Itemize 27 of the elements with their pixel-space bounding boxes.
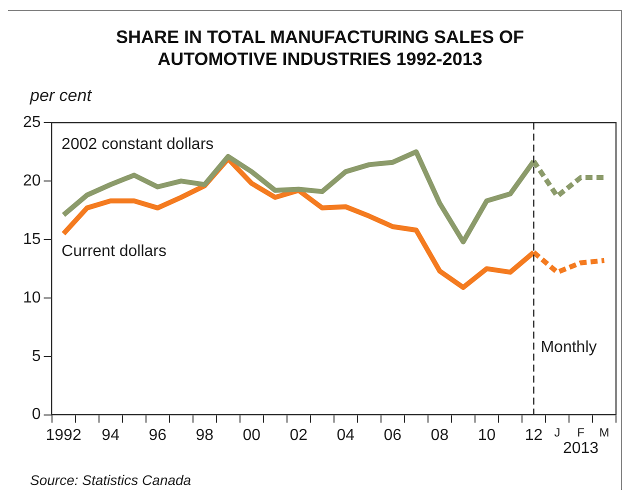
y-tick-label: 15 xyxy=(23,230,41,248)
x-tick-label: 98 xyxy=(196,426,214,444)
x-tick-label: 06 xyxy=(384,426,402,444)
y-tick-label: 5 xyxy=(32,348,41,365)
text: 2013 xyxy=(562,440,599,458)
x-tick-label: 02 xyxy=(290,426,308,444)
x-tick-label: 94 xyxy=(102,426,120,444)
x-tick-label: 96 xyxy=(148,426,167,444)
x-tick-label: M xyxy=(599,425,610,440)
x-tick-label: 10 xyxy=(478,426,496,444)
y-tick-label: 25 xyxy=(23,114,41,132)
x-tick-label: 1992 xyxy=(46,426,82,444)
x-tick-label: 04 xyxy=(336,426,355,444)
y-axis-title: per cent xyxy=(30,86,92,106)
x-tick-label: 08 xyxy=(430,426,449,444)
series-label: Current dollars xyxy=(62,243,166,260)
source-note: Source: Statistics Canada xyxy=(30,472,192,488)
y-tick-label: 10 xyxy=(23,289,41,306)
x-tick-label: 12 xyxy=(524,426,543,444)
y-tick-label: 0 xyxy=(32,406,41,424)
ref-line-label: Monthly xyxy=(540,339,597,356)
y-tick-label: 20 xyxy=(23,172,41,190)
chart-title: SHARE IN TOTAL MANUFACTURING SALES OF AUTOMOTIVE INDUSTRIES 1992-2013 xyxy=(114,26,525,70)
x-tick-label: 00 xyxy=(242,426,261,444)
x-tick-label: F xyxy=(577,425,584,440)
series-label: 2002 constant dollars xyxy=(62,136,214,154)
x-tick-label: J xyxy=(554,425,560,440)
